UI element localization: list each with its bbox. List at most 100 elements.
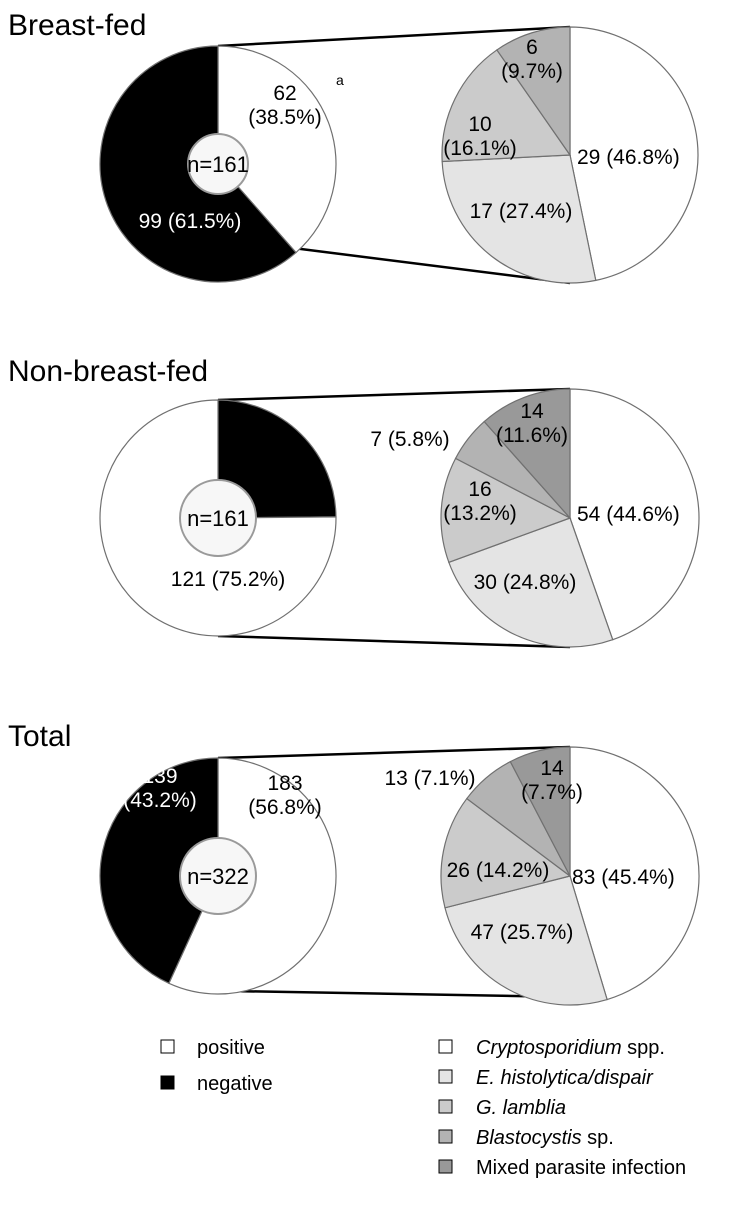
ring-label-negative-line: 40 — [148, 436, 171, 459]
center-hole — [179, 479, 257, 557]
superscript-note: a — [336, 72, 344, 88]
center-label: n=161 — [187, 152, 249, 177]
pie-slice-cryptosporidium — [569, 388, 700, 641]
pie-slice-cryptosporidium — [569, 746, 700, 1001]
connector-line — [229, 989, 571, 999]
pie-label-mixed-line: (7.7%) — [521, 781, 583, 804]
pie-label-cryptosporidium-line: 54 (44.6%) — [577, 503, 680, 526]
connector-line — [217, 745, 571, 760]
legend-label-rest: spp. — [622, 1037, 665, 1059]
panel-non-breast-fed: Non-breast-fed n=161 121 (75.2%) 40 (24.8%) 5… — [8, 355, 700, 649]
ring-label-positive-line: 121 (75.2%) — [171, 568, 285, 591]
pie-label-cryptosporidium: 29 (46.8%) — [577, 146, 680, 169]
pie-label-mixed: 14 (7.7%) — [521, 757, 583, 804]
pie-slice-mixed — [509, 746, 571, 877]
legend-label-rest: sp. — [582, 1127, 614, 1149]
ring-slice-negative — [99, 757, 219, 985]
legend-label-ehistolytica: E. histolytica/dispair — [476, 1067, 654, 1089]
pie-label-glamblia-line: 26 (14.2%) — [447, 859, 550, 882]
legend-label-cryptosporidium: Cryptosporidium spp. — [476, 1037, 665, 1059]
pie-label-blastocystis: 13 (7.1%) — [384, 767, 475, 790]
pie-label-cryptosporidium: 54 (44.6%) — [577, 503, 680, 526]
pie-label-cryptosporidium-line: 29 (46.8%) — [577, 146, 680, 169]
ring-label-negative: 139 (43.2%) — [123, 765, 197, 812]
pie-label-glamblia-line: 16 — [468, 478, 491, 501]
pie-slice-cryptosporidium — [569, 26, 699, 282]
legend: positive negative Cryptosporidium spp. E. h… — [160, 1037, 686, 1179]
pie-slice-mixed — [483, 388, 571, 520]
ring-label-positive-line: 183 — [267, 772, 302, 795]
ring-label-positive: 183 (56.8%) — [248, 772, 322, 819]
center-hole — [179, 837, 257, 915]
legend-label-italic: E. histolytica/dispair — [476, 1067, 654, 1089]
ring-label-negative-line: (24.8%) — [123, 460, 197, 483]
ring-label-positive-line: 62 — [273, 82, 296, 105]
pie-slice-blastocystis — [496, 26, 571, 157]
ring-slice-positive — [99, 399, 337, 637]
pie-label-cryptosporidium: 83 (45.4%) — [572, 866, 675, 889]
pie-label-glamblia-line: (13.2%) — [443, 502, 517, 525]
legend-swatch-cryptosporidium — [438, 1039, 453, 1054]
connector-line — [217, 634, 571, 649]
legend-swatch-glamblia — [438, 1099, 453, 1114]
legend-swatch-ehistolytica — [438, 1069, 453, 1084]
pie-slice-glamblia — [441, 49, 572, 163]
ring-label-negative-line: 99 (61.5%) — [139, 210, 242, 233]
pie-label-mixed: 14 (11.6%) — [496, 400, 568, 447]
ring-label-negative-line: 139 — [142, 765, 177, 788]
pie-slice-glamblia — [440, 457, 572, 564]
panel-breast-fed: Breast-fed n=161 62 (38.5%) 99 (61.5%) a 29 (4… — [8, 9, 699, 285]
legend-swatch-mixed — [438, 1159, 453, 1174]
ring-label-positive: 62 (38.5%) — [248, 82, 322, 129]
panel-title: Total — [8, 720, 71, 753]
legend-swatch-negative — [160, 1075, 175, 1090]
pie-label-glamblia: 26 (14.2%) — [447, 859, 550, 882]
legend-label-mixed: Mixed parasite infection — [476, 1157, 686, 1179]
pie-label-ehistolytica-line: 17 (27.4%) — [470, 200, 573, 223]
legend-label-glamblia: G. lamblia — [476, 1097, 566, 1119]
pie-label-glamblia-line: (16.1%) — [443, 137, 517, 160]
pie-label-mixed-line: (11.6%) — [496, 424, 568, 447]
pie-label-ehistolytica: 47 (25.7%) — [471, 921, 574, 944]
center-label: n=161 — [187, 506, 249, 531]
legend-label-italic: Cryptosporidium — [476, 1037, 622, 1059]
pie-slice-ehistolytica — [448, 517, 614, 648]
legend-label-positive: positive — [197, 1037, 265, 1059]
pie-label-ehistolytica-line: 30 (24.8%) — [474, 571, 577, 594]
pie-label-blastocystis-line: (9.7%) — [501, 60, 563, 83]
connector-line — [292, 246, 571, 285]
pie-label-mixed-line: 14 — [540, 757, 564, 780]
pie-label-glamblia-line: 10 — [468, 113, 491, 136]
pie-label-cryptosporidium-line: 83 (45.4%) — [572, 866, 675, 889]
pie-label-glamblia: 16 (13.2%) — [443, 478, 517, 525]
pie-label-blastocystis: 6 (9.7%) — [501, 36, 563, 83]
ring-slice-negative — [217, 399, 337, 519]
legend-label-italic: G. lamblia — [476, 1097, 566, 1119]
panel-total: Total n=322 183 (56.8%) 139 (43.2%) 83 (45.4%)… — [8, 720, 700, 1006]
pie-label-ehistolytica: 17 (27.4%) — [470, 200, 573, 223]
ring-label-negative: 99 (61.5%) — [139, 210, 242, 233]
ring-label-negative-line: (43.2%) — [123, 789, 197, 812]
pie-slice-ehistolytica — [441, 154, 597, 284]
legend-label-italic: Blastocystis — [476, 1127, 582, 1149]
pie-label-blastocystis: 7 (5.8%) — [370, 428, 449, 451]
pie-label-blastocystis-line: 6 — [526, 36, 538, 59]
panel-title: Non-breast-fed — [8, 355, 208, 388]
ring-label-positive: 121 (75.2%) — [171, 568, 285, 591]
ring-slice-positive — [217, 45, 337, 254]
legend-swatch-blastocystis — [438, 1129, 453, 1144]
pie-label-ehistolytica: 30 (24.8%) — [474, 571, 577, 594]
pie-slice-glamblia — [440, 797, 572, 909]
legend-label-blastocystis: Blastocystis sp. — [476, 1127, 614, 1149]
ring-label-positive-line: (56.8%) — [248, 796, 322, 819]
panel-title: Breast-fed — [8, 9, 146, 42]
ring-label-negative: 40 (24.8%) — [123, 436, 197, 483]
legend-label-negative: negative — [197, 1073, 273, 1095]
legend-label-rest: Mixed parasite infection — [476, 1157, 686, 1179]
connector-line — [217, 25, 571, 48]
pie-label-glamblia: 10 (16.1%) — [443, 113, 517, 160]
pie-label-blastocystis-line: 7 (5.8%) — [370, 428, 449, 451]
center-hole — [187, 133, 249, 195]
ring-label-positive-line: (38.5%) — [248, 106, 322, 129]
